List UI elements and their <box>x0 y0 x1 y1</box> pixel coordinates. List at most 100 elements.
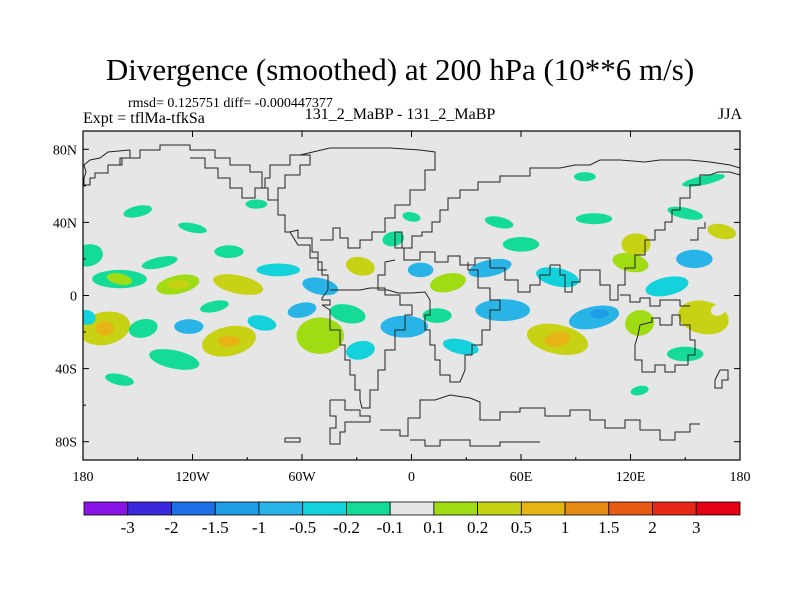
coastline-layer <box>83 144 740 447</box>
anomaly-region <box>302 277 339 296</box>
y-tick-label: 40N <box>53 216 77 231</box>
coastline-greenland <box>299 147 436 249</box>
colorbar-swatch <box>214 501 260 516</box>
anomaly-region <box>710 304 726 316</box>
colorbar-swatch <box>520 501 566 516</box>
anomaly-region <box>612 252 649 273</box>
colorbar-label: 3 <box>692 518 701 537</box>
colorbar-swatch <box>652 501 697 516</box>
y-tick-label: 80S <box>55 436 77 451</box>
anomaly-region <box>178 222 207 234</box>
x-tick-label: 180 <box>73 470 94 485</box>
coastline-north-america <box>83 149 131 186</box>
anomaly-region <box>214 245 244 259</box>
colorbar-swatch <box>477 501 522 516</box>
colorbar-swatch <box>433 501 479 516</box>
anomaly-region <box>95 321 115 336</box>
anomaly-region <box>247 315 277 331</box>
coastline-indonesia <box>620 294 690 307</box>
colorbar-label: -0.2 <box>333 518 360 537</box>
anomaly-region <box>468 258 512 278</box>
anomaly-region <box>707 223 737 240</box>
x-tick-label: 60E <box>510 470 533 485</box>
colorbar-label: -1 <box>252 518 266 537</box>
anomaly-region <box>128 318 158 338</box>
colorbar-label: 0.1 <box>423 518 444 537</box>
anomaly-region <box>345 256 375 276</box>
anomaly-region <box>645 276 689 297</box>
axis-layer: 180 120W 60W 0 60E 120E 180 80N 40N 0 40S 80S <box>53 131 751 485</box>
coastline-antarctica <box>284 437 301 443</box>
anomaly-region <box>667 346 704 362</box>
anomaly-region <box>345 340 375 360</box>
anomaly-region <box>430 272 466 293</box>
anomaly-region <box>382 231 405 247</box>
anomaly-region <box>380 315 428 338</box>
x-tick-label: 180 <box>730 470 751 485</box>
anomaly-region <box>422 308 452 323</box>
coastline-arctic-islands <box>190 154 311 200</box>
coastline-antarctica-east <box>380 394 700 441</box>
anomaly-region <box>329 304 366 324</box>
colorbar-swatch <box>695 501 741 516</box>
coastline-japan <box>690 222 706 241</box>
coastline-europe <box>395 159 740 249</box>
coastline-mediterranean <box>394 232 491 268</box>
colorbar: -3 -2 -1.5 -1 -0.5 -0.2 -0.1 0.1 0.2 0.5 1 1.5 2 3 <box>83 501 741 537</box>
comparison-label: 131_2_MaBP - 131_2_MaBP <box>304 106 496 123</box>
colorbar-swatch <box>345 501 391 516</box>
colorbar-label: 0.5 <box>511 518 532 537</box>
anomaly-region <box>535 267 580 288</box>
anomaly-region <box>105 373 134 386</box>
x-tick-label: 120E <box>616 470 646 485</box>
colorbar-label: 2 <box>648 518 657 537</box>
anomaly-region <box>166 279 189 290</box>
anomaly-region <box>245 199 268 209</box>
coastline-arabia <box>490 265 551 293</box>
colorbar-swatch <box>389 501 435 516</box>
colorbar-label: 1 <box>561 518 570 537</box>
anomaly-region <box>141 256 178 270</box>
anomaly-region <box>502 237 540 252</box>
anomaly-region <box>402 212 421 222</box>
anomaly-region <box>296 317 344 354</box>
coastline-antarctica-main <box>329 399 371 445</box>
colorbar-label: -0.1 <box>377 518 404 537</box>
anomaly-region <box>407 262 434 278</box>
anomaly-region <box>442 338 479 355</box>
anomaly-region <box>676 249 713 269</box>
coastline-south-america <box>321 287 413 409</box>
coastline-southeast-asia <box>590 171 740 301</box>
colorbar-label: -1.5 <box>202 518 229 537</box>
coastline-central-america <box>321 289 331 306</box>
x-tick-label: 0 <box>408 470 415 485</box>
coastline-antarctica-shelf <box>410 439 540 447</box>
colorbar-swatch <box>608 501 653 516</box>
anomaly-region <box>630 385 649 396</box>
anomaly-region <box>218 335 240 347</box>
coastline-australia <box>634 314 696 373</box>
anomaly-region <box>287 302 317 318</box>
anomaly-region <box>484 216 514 229</box>
colorbar-label: -3 <box>121 518 135 537</box>
anomaly-region <box>200 300 229 313</box>
plot-background <box>83 131 740 460</box>
anomaly-region <box>625 310 655 336</box>
anomaly-region <box>213 274 264 295</box>
chart-title: Divergence (smoothed) at 200 hPa (10**6 … <box>105 52 695 87</box>
anomaly-region <box>83 310 96 325</box>
colorbar-swatch <box>83 501 129 516</box>
colorbar-swatch <box>564 501 610 516</box>
colorbar-label: -0.5 <box>289 518 316 537</box>
anomaly-region <box>83 244 103 267</box>
coastline-gulf <box>289 231 327 271</box>
x-tick-label: 120W <box>175 470 210 485</box>
y-tick-label: 0 <box>70 290 77 305</box>
anomaly-region <box>590 309 609 319</box>
coastline-new-zealand <box>714 369 729 389</box>
anomaly-region <box>682 173 725 187</box>
y-tick-label: 40S <box>55 363 77 378</box>
coastline-africa <box>377 259 501 383</box>
colorbar-label: 1.5 <box>598 518 619 537</box>
